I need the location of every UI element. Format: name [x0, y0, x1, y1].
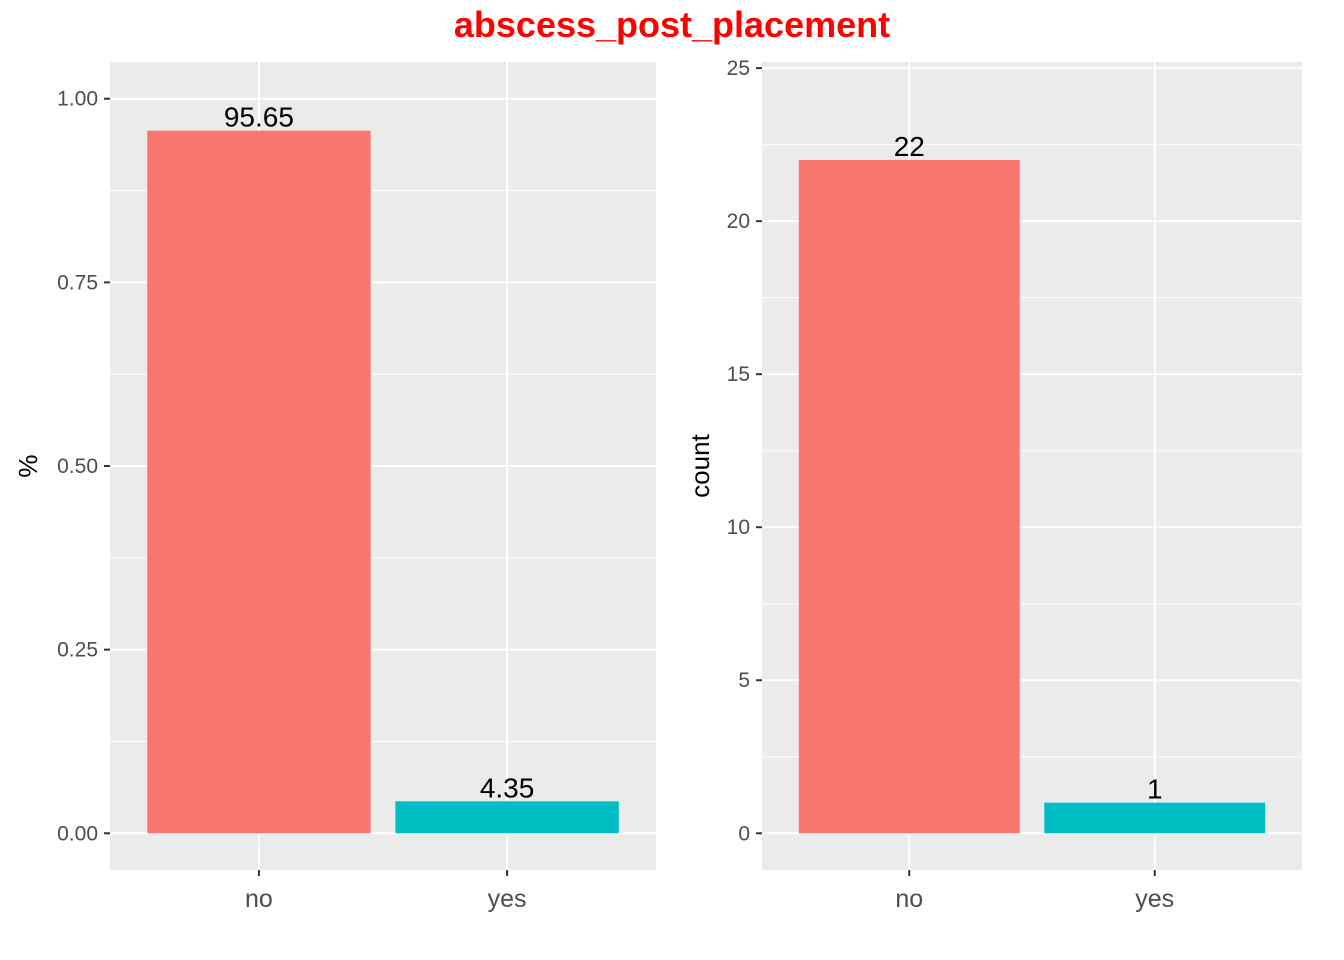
chart-panel-2: 0 5 10 15 20 25 22 1 no yes count	[685, 57, 1302, 913]
y-tick-label: 0.75	[57, 271, 98, 294]
y-axis-title: count	[685, 433, 715, 497]
y-tick-label: 0	[738, 822, 750, 845]
x-tick-label-yes: yes	[1135, 885, 1174, 913]
chart-panel-1: 0.00 0.25 0.50 0.75 1.00 95.65 4.35 no yes%	[13, 62, 656, 913]
data-label-no: 22	[894, 131, 925, 162]
bar-yes	[395, 801, 619, 834]
bar-no	[798, 159, 1020, 834]
data-label-no: 95.65	[224, 102, 294, 133]
y-axis-title: %	[13, 454, 43, 477]
bar-yes	[1044, 802, 1266, 834]
data-label-yes: 1	[1147, 774, 1163, 805]
y-tick-label: 0.50	[57, 455, 98, 478]
y-tick-label: 0.25	[57, 639, 98, 662]
x-tick-label-no: no	[245, 885, 273, 913]
y-tick-label: 15	[727, 363, 750, 386]
y-tick-label: 10	[727, 516, 750, 539]
bar-no	[147, 130, 371, 834]
y-tick-label: 25	[727, 57, 750, 80]
chart-title: abscess_post_placement	[453, 4, 891, 45]
data-label-yes: 4.35	[480, 772, 535, 803]
y-tick-label: 5	[738, 669, 750, 692]
x-tick-label-yes: yes	[488, 885, 527, 913]
y-tick-label: 0.00	[57, 822, 98, 845]
y-tick-label: 1.00	[57, 88, 98, 111]
y-tick-label: 20	[727, 210, 750, 233]
x-tick-label-no: no	[895, 885, 923, 913]
